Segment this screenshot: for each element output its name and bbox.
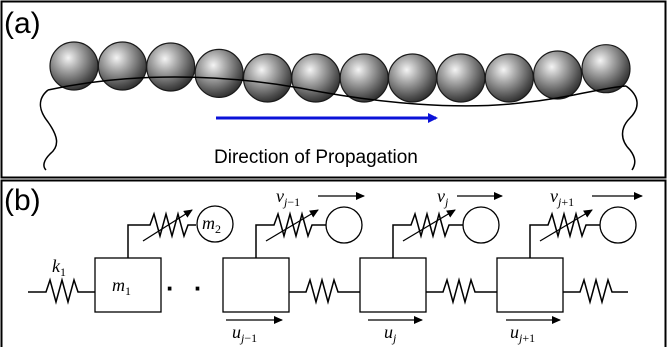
mass-m2 [196,205,234,243]
unit-cell-j: vj uj [359,186,503,345]
mass-m1-label: m1 [112,275,131,298]
velocity-label-j: vj [437,186,449,209]
resonator-arm-j [392,224,401,258]
sphere [532,50,583,100]
displacement-label-j-plus-1: uj+1 [510,322,535,345]
sphere [339,53,389,103]
panel-b-label: (b) [4,184,41,217]
sphere [387,53,438,103]
sphere [242,53,293,103]
spring-k1 [28,277,96,305]
panel-a-label: (a) [4,7,41,40]
resonator-arrow-j [402,209,456,242]
sphere [484,53,534,103]
spring-right-end [563,277,628,305]
unit-cell-j-plus-1: vj+1 uj+1 [496,186,643,345]
sphere [97,41,148,91]
unit-cell-j-minus-1: vj−1 uj−1 [222,186,365,345]
resonator-arrow-m1 [142,209,193,242]
displacement-label-j: uj [384,322,397,345]
sphere [436,53,486,103]
resonator-arrow-j-minus-1 [265,209,319,242]
panel-b: (b) k1 m1 m2 · · · vj−1 [0,179,667,347]
resonator-arrow-j-plus-1 [539,209,593,242]
displacement-label-j-minus-1: uj−1 [232,322,257,345]
right-support [621,85,638,171]
mass-box-j-plus-1 [496,257,564,313]
sphere [146,42,196,92]
propagation-caption: Direction of Propagation [214,147,418,168]
resonator-arm-j-plus-1 [529,224,538,258]
mass-m1 [94,257,162,313]
spring-k1-label: k1 [52,256,66,279]
resonator-arm-j-minus-1 [255,224,264,258]
sphere [291,53,341,103]
membrane-curve [47,76,627,107]
sphere [194,48,244,99]
velocity-label-j-minus-1: vj−1 [276,186,300,209]
mass-box-j [359,257,427,313]
mass-box-j-minus-1 [222,257,290,313]
velocity-label-j-plus-1: vj+1 [550,186,574,209]
resonator-arm-m1 [127,224,140,258]
coupling-spring-1 [289,277,360,305]
left-support [39,89,58,171]
mass-m2-label: m2 [202,213,221,236]
sphere [581,44,631,94]
resonator-mass-j-plus-1 [599,206,637,244]
panel-a: (a) Direction of Propagation [0,0,667,179]
resonator-mass-j [462,206,500,244]
coupling-spring-2 [426,277,497,305]
ellipsis: · · · [166,273,236,303]
resonator-mass-j-minus-1 [325,206,363,244]
sphere-chain [49,41,631,103]
